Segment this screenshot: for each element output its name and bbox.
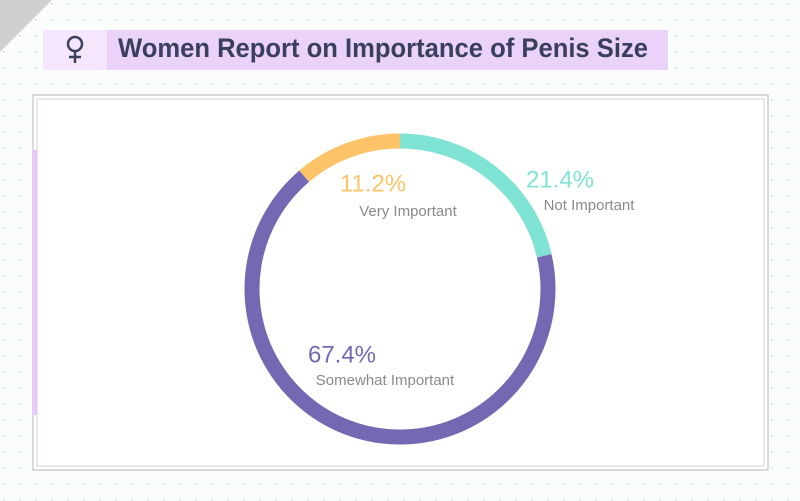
corner-decoration	[0, 0, 52, 52]
chart-frame	[32, 94, 769, 471]
category-label: Very Important	[359, 203, 457, 220]
side-accent	[32, 150, 37, 415]
donut-segment	[244, 170, 556, 445]
value-label: 11.2%	[340, 170, 406, 197]
donut-segment	[299, 133, 401, 182]
value-label: 21.4%	[526, 166, 594, 193]
value-label: 67.4%	[308, 341, 376, 368]
chart-title: Women Report on Importance of Penis Size	[118, 33, 648, 63]
title-banner	[43, 30, 668, 70]
category-label: Not Important	[544, 197, 636, 214]
donut-segment	[399, 133, 552, 258]
female-icon	[66, 35, 84, 63]
category-label: Somewhat Important	[316, 372, 455, 389]
